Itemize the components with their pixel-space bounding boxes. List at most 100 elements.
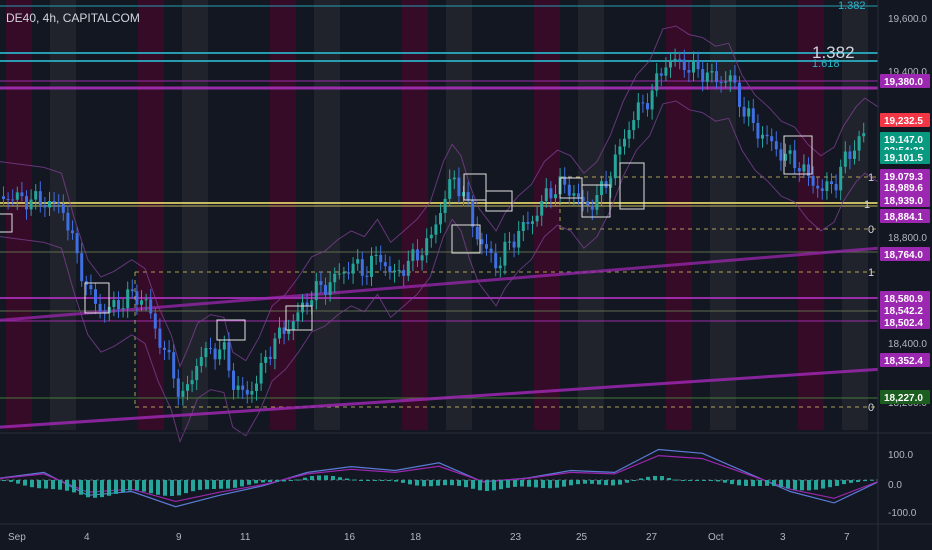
price-label-text: 19,380.0 [884,77,923,88]
candle-body [572,193,576,196]
candle-body [245,389,249,395]
candle-body [278,327,281,339]
histogram-bar [226,480,230,489]
histogram-bar [401,480,405,483]
histogram-bar [345,478,349,480]
fib-level-label: 0 [868,224,874,236]
highlight-box [485,190,513,212]
price-label-background [880,193,930,207]
histogram-bar [436,480,440,486]
candle-body [112,300,116,307]
histogram-bar [198,480,202,490]
histogram-bar [520,480,524,487]
time-axis-label: 23 [510,532,522,543]
histogram-bar [352,479,356,481]
histogram-bar [114,480,118,494]
histogram-bar [597,480,601,485]
candle-body [43,205,47,208]
histogram-bar [499,480,503,490]
price-label: 18,227.0 [880,390,930,404]
histogram-bar [639,478,643,480]
session-band [798,0,824,430]
candle-body [747,108,751,117]
candle-body [664,67,668,76]
candle-body [255,383,258,392]
histogram-bar [709,480,713,481]
candle-body [402,270,406,276]
histogram-bar [247,480,251,485]
time-axis-label: Oct [708,532,724,543]
candle-body [264,356,268,363]
candle-body [705,72,709,82]
histogram-bar [765,480,769,486]
time-axis-label: 3 [780,532,786,543]
histogram-bar [527,480,531,487]
histogram-bar [856,480,860,483]
candle-body [6,199,10,201]
candle-body [843,151,847,167]
candle-body [273,338,277,360]
histogram-bar [289,480,293,481]
highlight-box [84,282,110,314]
histogram-bar [107,480,111,496]
price-label-background [880,150,930,164]
histogram-bar [457,480,461,486]
price-label: 18,542.2 [880,303,930,317]
oscillator-axis-tick: 100.0 [888,450,913,461]
candle-body [333,273,337,283]
oscillator-axis-tick: 0.0 [888,480,902,491]
price-axis-tick: 18,800.0 [888,233,927,244]
histogram-bar [366,480,370,481]
candle-body [503,241,507,266]
candle-body [190,380,194,385]
histogram-bar [471,480,475,489]
candle-body [600,181,603,196]
candle-body [834,184,838,191]
price-label-background [880,113,930,127]
histogram-bar [233,480,237,488]
candle-body [236,385,240,390]
candle-body [425,238,429,256]
candle-body [227,342,231,371]
candle-body [149,299,153,314]
highlight-box [451,224,481,254]
price-label-text: 18,352.4 [884,356,923,367]
candle-body [862,133,866,137]
candle-body [788,150,792,154]
candle-body [793,150,797,169]
histogram-bar [2,480,6,481]
histogram-bar [576,480,580,485]
histogram-bar [786,480,790,489]
oscillator-axis-tick: -100.0 [888,508,917,519]
candle-body [204,348,208,358]
candle-body [701,69,705,82]
highlight-box [285,305,313,331]
candle-body [167,349,171,353]
candle-body [287,330,291,334]
candle-body [61,204,65,213]
histogram-bar [758,480,762,487]
histogram-bar [828,480,832,488]
histogram-bar [282,480,286,482]
histogram-bar [443,480,447,486]
candle-body [38,191,42,206]
candle-body [655,73,659,91]
candle-body [494,252,498,269]
histogram-bar [695,480,699,481]
histogram-bar [30,480,34,488]
candle-body [848,151,852,159]
histogram-bar [37,480,41,489]
histogram-bar [331,476,335,480]
candle-body [439,212,442,225]
candle-body [554,194,557,199]
candle-body [34,191,38,200]
candle-body [820,188,824,191]
histogram-bar [492,480,496,491]
session-band [446,0,472,430]
candle-body [590,205,594,210]
candle-body [765,134,769,137]
histogram-bar [548,480,552,489]
histogram-bar [156,480,160,495]
histogram-bar [485,480,489,491]
